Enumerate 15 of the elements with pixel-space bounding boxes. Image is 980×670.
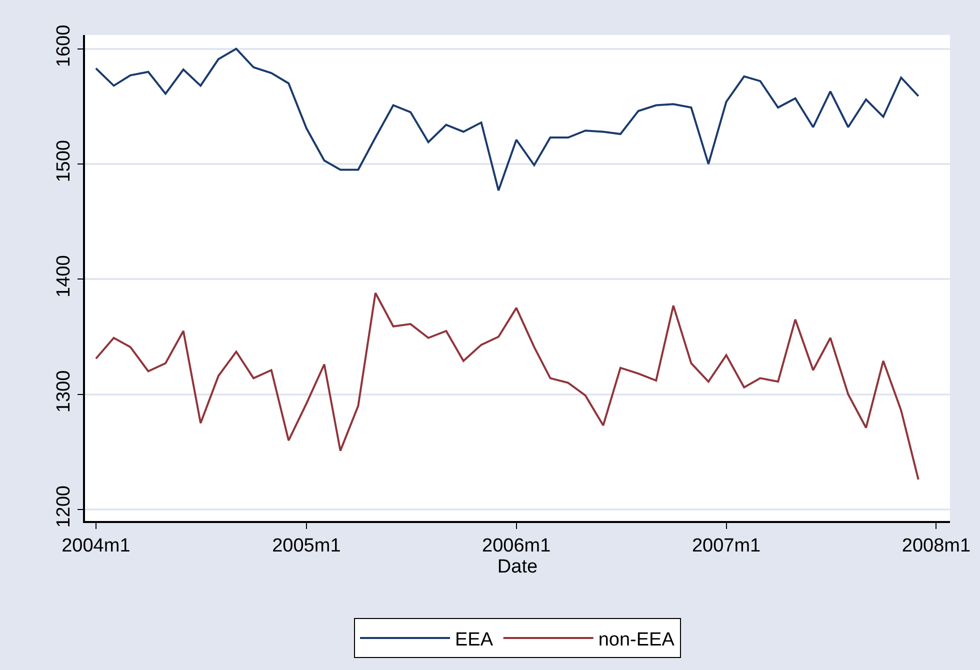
y-tick-label: 1500 <box>54 140 75 182</box>
x-tick-label: 2005m1 <box>272 536 341 557</box>
x-axis-title: Date <box>497 556 538 578</box>
x-tick-label: 2006m1 <box>482 536 551 557</box>
x-tick-label: 2004m1 <box>62 536 130 557</box>
y-tick-label: 1300 <box>54 370 75 413</box>
x-tick-label: 2008m1 <box>902 536 971 557</box>
y-tick-label: 1200 <box>54 485 75 528</box>
legend-label: EEA <box>455 629 494 650</box>
line-series <box>94 48 920 192</box>
x-tick-label: 2007m1 <box>692 536 761 557</box>
line-series <box>94 292 920 481</box>
y-tick-label: 1600 <box>54 24 75 68</box>
y-tick-label: 1400 <box>54 255 75 298</box>
legend-label: non-EEA <box>598 629 675 650</box>
